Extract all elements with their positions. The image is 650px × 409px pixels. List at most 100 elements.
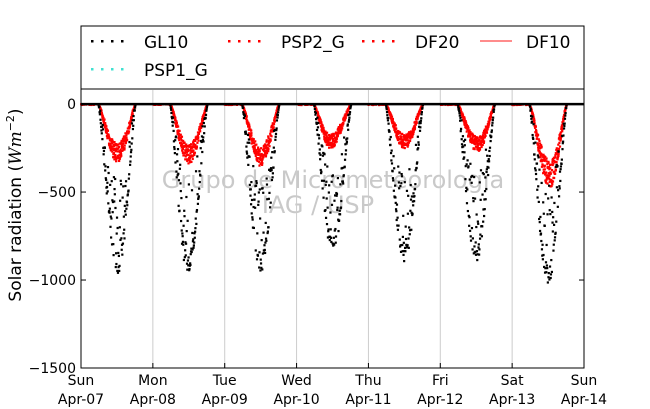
gl10-point xyxy=(187,256,190,259)
gl10-point xyxy=(394,208,398,211)
gl10-point xyxy=(108,207,111,210)
df-point xyxy=(103,118,106,121)
gl10-point xyxy=(179,182,182,185)
gl10-point xyxy=(532,123,535,126)
gl10-point xyxy=(102,149,106,153)
df-point xyxy=(254,152,257,156)
gl10-point xyxy=(416,135,419,138)
gl10-point xyxy=(251,218,254,221)
gl10-point xyxy=(482,173,485,176)
df-point xyxy=(337,127,340,130)
gl10-point xyxy=(484,148,488,151)
df-point xyxy=(182,151,185,155)
gl10-point xyxy=(533,167,537,170)
gl10-point xyxy=(317,142,320,145)
gl10-point xyxy=(394,201,397,205)
df-point xyxy=(194,143,197,147)
legend: GL10 PSP2_G DF20 DF10 PSP1_G xyxy=(81,33,584,90)
gl10-point xyxy=(329,211,332,214)
gl10-point xyxy=(532,137,535,140)
df-point xyxy=(249,129,253,132)
df-point xyxy=(407,135,410,138)
gl10-point xyxy=(257,191,260,194)
df-point xyxy=(556,158,559,161)
gl10-point xyxy=(267,226,270,229)
df-point xyxy=(331,136,334,139)
gl10-point xyxy=(477,222,480,225)
df-point xyxy=(180,139,183,142)
df-point xyxy=(173,114,176,117)
df-point xyxy=(489,114,493,117)
gl10-point xyxy=(545,271,548,274)
gl10-series xyxy=(97,103,568,284)
df-point xyxy=(274,114,278,117)
gl10-point xyxy=(395,210,398,213)
gl10-point xyxy=(112,254,115,257)
df-point xyxy=(411,135,414,138)
gl10-point xyxy=(179,189,182,193)
gl10-point xyxy=(492,110,495,113)
df-point xyxy=(403,146,406,150)
gl10-point xyxy=(98,113,102,116)
gl10-point xyxy=(197,197,200,201)
df-point xyxy=(193,151,197,154)
gl10-point xyxy=(174,139,177,142)
gl10-point xyxy=(409,198,413,201)
df-point xyxy=(335,140,338,143)
gl10-point xyxy=(202,136,205,139)
gl10-point xyxy=(198,187,201,190)
gl10-point xyxy=(486,160,489,163)
gl10-point xyxy=(199,174,202,177)
gl10-point xyxy=(462,140,465,143)
gl10-point xyxy=(250,180,253,184)
gl10-point xyxy=(389,151,393,155)
gl10-point xyxy=(387,122,390,125)
df-point xyxy=(534,125,537,128)
df-point xyxy=(252,138,255,141)
gl10-point xyxy=(410,228,413,231)
gl10-point xyxy=(393,167,396,170)
gl10-point xyxy=(255,182,258,185)
gl10-point xyxy=(184,254,187,257)
df-point xyxy=(190,147,193,150)
gl10-point xyxy=(391,177,395,180)
gl10-point xyxy=(247,138,251,141)
gl10-point xyxy=(398,187,401,190)
gl10-point xyxy=(325,197,328,200)
gl10-point xyxy=(274,135,277,138)
gl10-point xyxy=(115,262,118,266)
df-point xyxy=(545,181,548,184)
gl10-point xyxy=(124,213,127,216)
gl10-point xyxy=(491,124,494,127)
df-point xyxy=(469,134,472,137)
df-point xyxy=(119,150,122,153)
df-point xyxy=(249,136,252,139)
gl10-point xyxy=(469,239,473,242)
df-point xyxy=(484,133,487,136)
gl10-point xyxy=(419,119,423,122)
gl10-point xyxy=(100,132,103,135)
legend-item-df10: DF10 xyxy=(480,33,571,53)
gl10-point xyxy=(195,208,199,212)
gl10-point xyxy=(419,121,422,125)
df-point xyxy=(186,145,189,148)
df-point xyxy=(183,141,186,144)
gl10-point xyxy=(124,180,128,183)
gl10-point xyxy=(561,142,564,145)
df-point xyxy=(331,139,335,143)
gl10-point xyxy=(417,143,420,146)
df-point xyxy=(489,118,492,121)
df-point xyxy=(130,116,133,119)
df-point xyxy=(184,158,187,161)
gl10-point xyxy=(184,241,187,244)
gl10-point xyxy=(99,109,102,112)
df-point xyxy=(461,114,464,117)
gl10-point xyxy=(259,262,263,265)
gl10-point xyxy=(470,226,474,230)
df-point xyxy=(196,141,199,144)
gl10-point xyxy=(246,156,249,159)
gl10-point xyxy=(335,192,339,196)
df-point xyxy=(100,113,104,116)
gl10-point xyxy=(464,189,468,193)
df-point xyxy=(459,107,462,110)
